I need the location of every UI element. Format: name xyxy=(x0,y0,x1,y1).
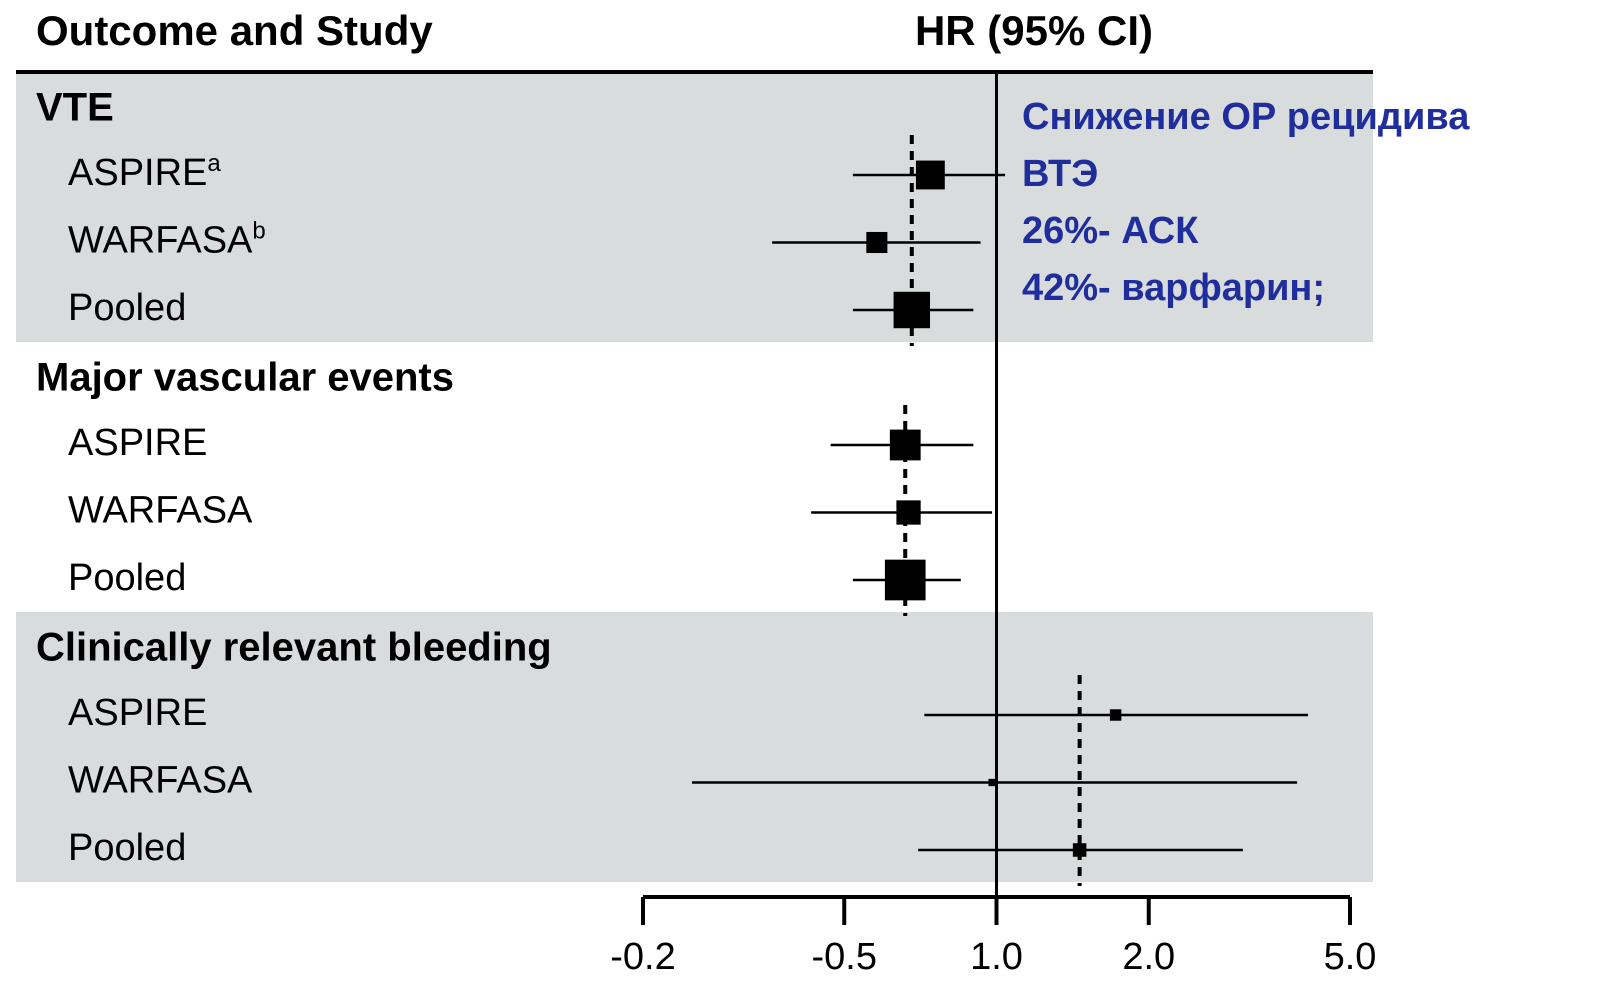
hr-box xyxy=(1109,709,1122,721)
group-label: VTE xyxy=(36,86,114,130)
study-name: Pooled xyxy=(68,287,186,329)
study-label: ASPIRE xyxy=(68,692,207,734)
study-label: ASPIREa xyxy=(68,150,221,194)
hr-box xyxy=(915,160,945,190)
annotation: ВТЭ xyxy=(1022,153,1098,195)
study-label: WARFASAb xyxy=(68,218,266,262)
study-name: WARFASA xyxy=(68,220,253,262)
study-superscript: b xyxy=(252,218,265,245)
study-name: Pooled xyxy=(68,827,186,869)
study-label: WARFASA xyxy=(68,490,253,532)
x-tick-label: 5.0 xyxy=(1324,936,1377,978)
annotation: 26%- АСК xyxy=(1022,210,1199,252)
study-label: Pooled xyxy=(68,557,186,599)
hr-box xyxy=(1072,843,1087,857)
hr-box xyxy=(884,559,926,601)
study-superscript: a xyxy=(207,150,221,177)
study-name: WARFASA xyxy=(68,490,253,532)
study-label: ASPIRE xyxy=(68,422,207,464)
group-label: Clinically relevant bleeding xyxy=(36,626,552,670)
group-label: Major vascular events xyxy=(36,356,454,400)
study-name: ASPIRE xyxy=(68,152,207,194)
chart-title: Outcome and Study xyxy=(36,7,433,54)
study-label: Pooled xyxy=(68,287,186,329)
hr-box xyxy=(889,429,921,461)
annotation: Снижение ОР рецидива xyxy=(1022,96,1470,138)
group-band xyxy=(16,74,1373,342)
group-band xyxy=(16,612,1373,882)
x-axis-title: HR (95% CI) xyxy=(915,7,1153,54)
x-tick-label: -0.5 xyxy=(812,936,877,978)
hr-box xyxy=(896,500,921,525)
hr-box xyxy=(866,231,888,254)
study-name: WARFASA xyxy=(68,760,253,802)
x-tick-label: 2.0 xyxy=(1122,936,1175,978)
study-name: ASPIRE xyxy=(68,422,207,464)
study-label: WARFASA xyxy=(68,760,253,802)
annotation: 42%- варфарин; xyxy=(1022,267,1325,309)
study-label: Pooled xyxy=(68,827,186,869)
hr-box xyxy=(893,291,931,329)
x-tick-label: 1.0 xyxy=(970,936,1023,978)
hr-box xyxy=(988,778,996,787)
study-name: ASPIRE xyxy=(68,692,207,734)
study-name: Pooled xyxy=(68,557,186,599)
bands xyxy=(16,74,1373,882)
x-tick-label: -0.2 xyxy=(610,936,675,978)
